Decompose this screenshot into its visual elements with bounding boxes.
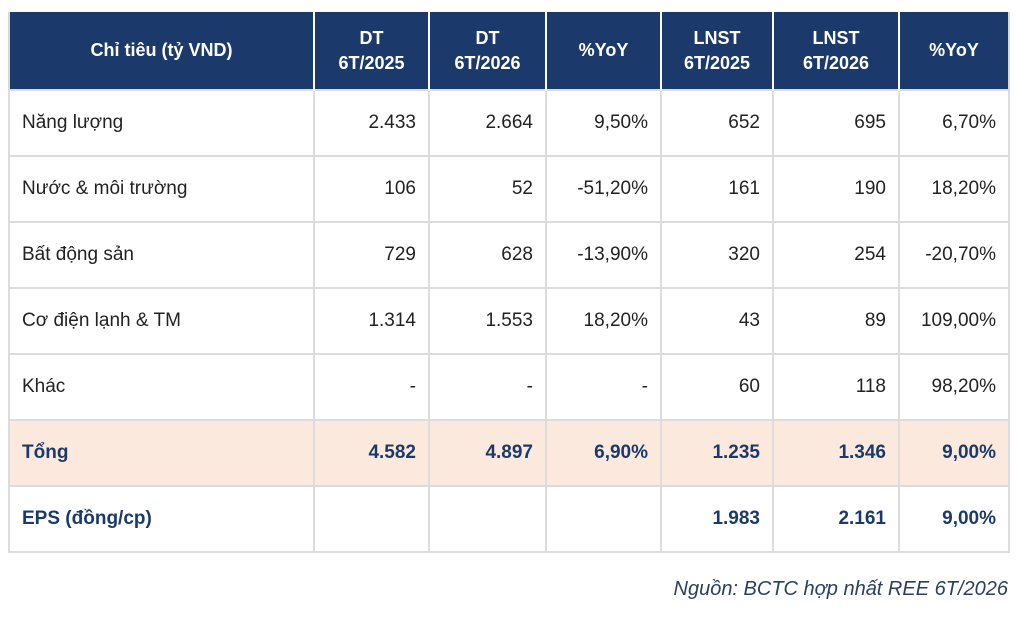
table-cell: 6,90% [545,419,662,487]
table-cell: 161 [660,155,774,223]
table-cell: -51,20% [545,155,662,223]
table-cell: 109,00% [898,287,1010,355]
table-cell: 1.553 [428,287,547,355]
table-cell: 729 [313,221,430,289]
header-label: 6T/2025 [683,52,751,73]
table-cell: 9,50% [545,89,662,157]
table-cell: 2.664 [428,89,547,157]
table-header-row: Chỉ tiêu (tỷ VND) DT 6T/2025 DT 6T/2026 … [8,12,1010,90]
table-cell: 1.235 [660,419,774,487]
table-cell: - [313,353,430,421]
table-row: Nước & môi trường 106 52 -51,20% 161 190… [8,155,1010,223]
header-revenue-yoy: %YoY [545,12,662,90]
table-cell [313,485,430,553]
row-label: EPS (đồng/cp) [8,485,315,553]
table-cell: 106 [313,155,430,223]
table-cell: 2.161 [772,485,900,553]
table-cell: 89 [772,287,900,355]
table-cell: 2.433 [313,89,430,157]
table-cell: 9,00% [898,419,1010,487]
table-row: Cơ điện lạnh & TM 1.314 1.553 18,20% 43 … [8,287,1010,355]
table-cell: 695 [772,89,900,157]
row-label: Khác [8,353,315,421]
table-cell: 60 [660,353,774,421]
table-cell: 254 [772,221,900,289]
table-cell: 628 [428,221,547,289]
table-cell: 4.582 [313,419,430,487]
row-label: Tổng [8,419,315,487]
table-cell: 1.983 [660,485,774,553]
header-label: LNST [693,27,741,48]
table-cell: 9,00% [898,485,1010,553]
header-profit-2025: LNST 6T/2025 [660,12,774,90]
financial-table: Chỉ tiêu (tỷ VND) DT 6T/2025 DT 6T/2026 … [8,12,1010,553]
header-label: 6T/2026 [454,52,521,73]
source-note: Nguồn: BCTC hợp nhất REE 6T/2026 [673,578,1009,600]
header-profit-2026: LNST 6T/2026 [772,12,900,90]
header-label: %YoY [929,40,979,60]
header-revenue-2026: DT 6T/2026 [428,12,547,90]
table-cell: 190 [772,155,900,223]
table-cell [428,485,547,553]
table-cell: 320 [660,221,774,289]
row-label: Bất động sản [8,221,315,289]
table-cell: - [545,353,662,421]
header-label: DT [359,27,384,48]
header-label: DT [475,27,500,48]
table-cell: 18,20% [898,155,1010,223]
header-criteria: Chỉ tiêu (tỷ VND) [8,12,315,90]
table-cell: 1.346 [772,419,900,487]
financial-table-container: Chỉ tiêu (tỷ VND) DT 6T/2025 DT 6T/2026 … [8,12,1010,553]
total-row: Tổng 4.582 4.897 6,90% 1.235 1.346 9,00% [8,419,1010,487]
table-cell: 52 [428,155,547,223]
header-label: LNST [812,27,860,48]
table-cell: 4.897 [428,419,547,487]
header-label: %YoY [578,40,629,60]
header-profit-yoy: %YoY [898,12,1010,90]
table-cell: 18,20% [545,287,662,355]
eps-row: EPS (đồng/cp) 1.983 2.161 9,00% [8,485,1010,553]
header-label: 6T/2026 [802,52,870,73]
table-cell: 43 [660,287,774,355]
table-row: Năng lượng 2.433 2.664 9,50% 652 695 6,7… [8,89,1010,157]
row-label: Nước & môi trường [8,155,315,223]
table-cell [545,485,662,553]
table-cell: -13,90% [545,221,662,289]
table-cell: 6,70% [898,89,1010,157]
table-cell: 1.314 [313,287,430,355]
table-row: Khác - - - 60 118 98,20% [8,353,1010,421]
header-label: 6T/2025 [338,52,405,73]
row-label: Cơ điện lạnh & TM [8,287,315,355]
header-label: Chỉ tiêu (tỷ VND) [90,40,233,60]
table-cell: 652 [660,89,774,157]
row-label: Năng lượng [8,89,315,157]
table-cell: 98,20% [898,353,1010,421]
table-cell: -20,70% [898,221,1010,289]
table-cell: 118 [772,353,900,421]
header-revenue-2025: DT 6T/2025 [313,12,430,90]
table-row: Bất động sản 729 628 -13,90% 320 254 -20… [8,221,1010,289]
table-cell: - [428,353,547,421]
